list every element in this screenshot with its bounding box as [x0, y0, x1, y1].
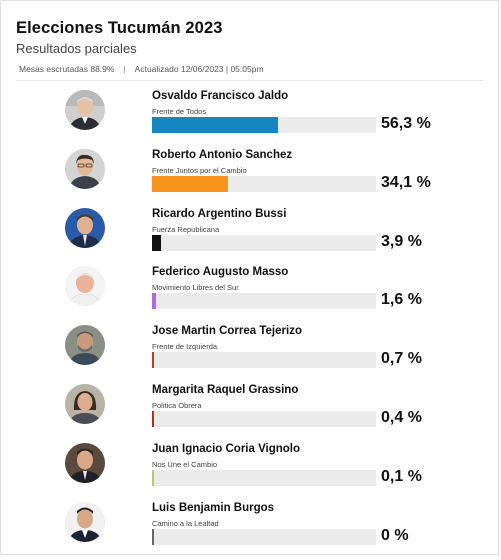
candidate-row: Luis Benjamin Burgos Camino a la Lealtad…: [1, 502, 500, 560]
candidate-photo: [65, 384, 105, 424]
candidate-photo: [65, 443, 105, 483]
vote-percent: 0,1 %: [381, 468, 422, 485]
candidate-party: Politica Obrera: [152, 401, 202, 410]
candidate-party: Camino a la Lealtad: [152, 519, 219, 528]
vote-bar-fill: [152, 352, 154, 368]
candidate-photo: [65, 502, 105, 542]
vote-bar-fill: [152, 411, 154, 427]
vote-bar-track: [152, 352, 376, 368]
vote-percent: 56,3 %: [381, 115, 431, 132]
candidate-photo: [65, 325, 105, 365]
vote-bar-fill: [152, 235, 161, 251]
candidate-name: Juan Ignacio Coria Vignolo: [152, 443, 301, 455]
vote-bar-track: [152, 176, 376, 192]
candidate-name: Federico Augusto Masso: [152, 266, 289, 278]
header: Elecciones Tucumán 2023 Resultados parci…: [16, 19, 223, 56]
meta-line: Mesas escrutadas 88.9% | Actualizado 12/06…: [19, 64, 264, 74]
candidate-row: Federico Augusto Masso Movimiento Libres…: [1, 266, 500, 324]
candidate-party: Frente de Izquierda: [152, 342, 218, 351]
candidate-row: Jose Martin Correa Tejerizo Frente de Iz…: [1, 325, 500, 383]
candidate-party: Frente Juntos por el Cambio: [152, 166, 247, 175]
mesas-escrutadas: Mesas escrutadas 88.9%: [19, 64, 115, 74]
header-divider: [16, 80, 483, 81]
vote-bar-fill: [152, 529, 154, 545]
candidate-photo: [65, 208, 105, 248]
candidate-party: Movimiento Libres del Sur: [152, 283, 239, 292]
vote-percent: 34,1 %: [381, 174, 431, 191]
candidate-photo: [65, 90, 105, 130]
vote-bar-track: [152, 470, 376, 486]
candidate-row: Margarita Raquel Grassino Politica Obrer…: [1, 384, 500, 442]
vote-bar-track: [152, 529, 376, 545]
candidate-party: Nos Une el Cambio: [152, 460, 218, 469]
candidate-row: Roberto Antonio Sanchez Frente Juntos po…: [1, 149, 500, 207]
updated-timestamp: Actualizado 12/06/2023 | 05:05pm: [134, 64, 264, 74]
vote-percent: 0,4 %: [381, 409, 422, 426]
candidate-name: Margarita Raquel Grassino: [152, 384, 299, 396]
vote-percent: 3,9 %: [381, 233, 422, 250]
candidate-row: Ricardo Argentino Bussi Fuerza Republica…: [1, 208, 500, 266]
candidate-name: Roberto Antonio Sanchez: [152, 149, 293, 161]
candidate-row: Osvaldo Francisco Jaldo Frente de Todos …: [1, 90, 500, 148]
vote-bar-track: [152, 411, 376, 427]
vote-bar-fill: [152, 470, 154, 486]
page-title: Elecciones Tucumán 2023: [16, 19, 223, 37]
candidate-name: Jose Martin Correa Tejerizo: [152, 325, 302, 337]
candidate-party: Fuerza Republicana: [152, 225, 220, 234]
candidate-name: Luis Benjamin Burgos: [152, 502, 275, 514]
candidate-party: Frente de Todos: [152, 107, 207, 116]
candidate-name: Osvaldo Francisco Jaldo: [152, 90, 289, 102]
vote-percent: 0 %: [381, 527, 409, 544]
vote-bar-fill: [152, 176, 228, 192]
meta-separator: |: [123, 64, 126, 74]
vote-bar-track: [152, 235, 376, 251]
vote-percent: 0,7 %: [381, 350, 422, 367]
candidate-row: Juan Ignacio Coria Vignolo Nos Une el Ca…: [1, 443, 500, 501]
vote-bar-fill: [152, 117, 278, 133]
page-subtitle: Resultados parciales: [16, 41, 137, 56]
vote-bar-track: [152, 293, 376, 309]
vote-percent: 1,6 %: [381, 291, 422, 308]
vote-bar-track: [152, 117, 376, 133]
candidate-name: Ricardo Argentino Bussi: [152, 208, 287, 220]
candidate-photo: [65, 149, 105, 189]
vote-bar-fill: [152, 293, 156, 309]
candidate-photo: [65, 266, 105, 306]
